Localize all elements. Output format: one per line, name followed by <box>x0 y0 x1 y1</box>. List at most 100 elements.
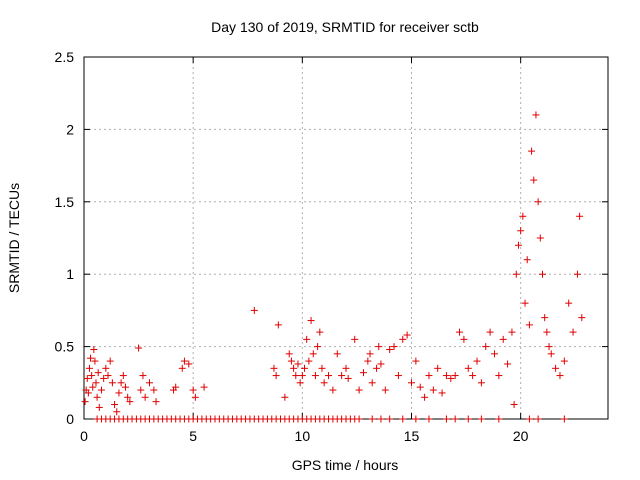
zero-data-point <box>399 415 407 423</box>
zero-data-point <box>355 415 363 423</box>
data-point <box>447 374 455 382</box>
data-point <box>495 372 503 380</box>
data-point <box>316 328 324 336</box>
data-point <box>274 321 282 329</box>
data-point <box>121 383 129 391</box>
data-point <box>460 335 468 343</box>
data-point <box>344 374 352 382</box>
data-point <box>85 364 93 372</box>
data-point <box>490 350 498 358</box>
data-point <box>115 389 123 397</box>
data-point <box>250 306 258 314</box>
data-point <box>539 270 546 278</box>
data-point <box>469 372 477 380</box>
zero-data-point <box>368 415 376 423</box>
data-point <box>541 314 549 322</box>
x-tick-label: 15 <box>404 428 420 444</box>
data-point <box>285 350 293 358</box>
data-point <box>81 398 89 406</box>
zero-data-point <box>425 415 433 423</box>
data-point <box>83 374 91 382</box>
data-point <box>342 364 350 372</box>
data-point <box>442 372 450 380</box>
data-point <box>314 343 322 351</box>
data-point <box>150 386 158 394</box>
data-point <box>88 372 96 380</box>
data-point <box>519 212 527 220</box>
data-point <box>451 372 459 380</box>
data-point <box>377 360 385 368</box>
data-point <box>560 357 568 365</box>
data-point <box>368 379 376 387</box>
data-point <box>87 354 95 362</box>
y-tick-label: 0 <box>66 411 74 427</box>
data-point <box>359 369 367 377</box>
data-point <box>146 379 153 387</box>
data-point <box>296 379 304 387</box>
data-point <box>373 364 381 372</box>
data-point <box>185 360 193 368</box>
data-point <box>351 335 359 343</box>
x-axis-label: GPS time / hours <box>292 457 399 473</box>
data-point <box>364 357 372 365</box>
data-point <box>294 360 302 368</box>
data-point <box>305 357 313 365</box>
data-point <box>523 256 531 264</box>
data-point <box>281 393 289 401</box>
y-tick-label: 2.5 <box>55 49 75 65</box>
data-point <box>307 317 315 325</box>
y-tick-label: 2 <box>66 121 74 137</box>
zero-data-point <box>477 415 485 423</box>
data-point <box>93 393 101 401</box>
data-point <box>270 364 278 372</box>
data-point <box>152 398 160 406</box>
data-point <box>569 328 577 336</box>
data-point <box>141 393 149 401</box>
zero-data-point <box>386 415 394 423</box>
data-point <box>303 335 311 343</box>
x-tick-label: 5 <box>189 428 197 444</box>
grid-lines <box>84 57 608 419</box>
data-point <box>126 398 134 406</box>
data-point <box>311 372 319 380</box>
data-point <box>189 386 197 394</box>
data-point <box>477 379 485 387</box>
data-point <box>97 386 105 394</box>
data-point <box>355 386 363 394</box>
data-point <box>200 383 208 391</box>
data-point <box>547 350 555 358</box>
data-point <box>320 379 328 387</box>
zero-data-point <box>534 415 542 423</box>
data-point <box>536 234 544 242</box>
data-point <box>366 350 374 358</box>
data-point <box>390 343 398 351</box>
data-point <box>309 350 317 358</box>
data-point <box>290 364 298 372</box>
data-point <box>521 299 529 307</box>
data-point <box>429 386 437 394</box>
data-point <box>95 403 103 411</box>
data-point <box>473 357 481 365</box>
data-point <box>425 372 433 380</box>
data-point <box>416 383 424 391</box>
data-point <box>386 345 394 353</box>
data-point <box>292 372 300 380</box>
data-point <box>325 372 333 380</box>
data-point <box>464 364 472 372</box>
data-point <box>394 372 402 380</box>
data-point <box>178 364 186 372</box>
y-tick-label: 1 <box>66 266 74 282</box>
data-point <box>329 386 337 394</box>
y-axis-label: SRMTID / TECUs <box>6 183 22 293</box>
zero-data-point <box>451 415 459 423</box>
data-point <box>287 357 295 365</box>
zero-data-point <box>560 415 568 423</box>
data-point <box>135 344 143 352</box>
data-point <box>84 389 92 397</box>
data-point <box>482 343 490 351</box>
data-point <box>545 343 553 351</box>
data-point <box>486 328 494 336</box>
data-point <box>543 328 551 336</box>
zero-data-point <box>377 415 385 423</box>
